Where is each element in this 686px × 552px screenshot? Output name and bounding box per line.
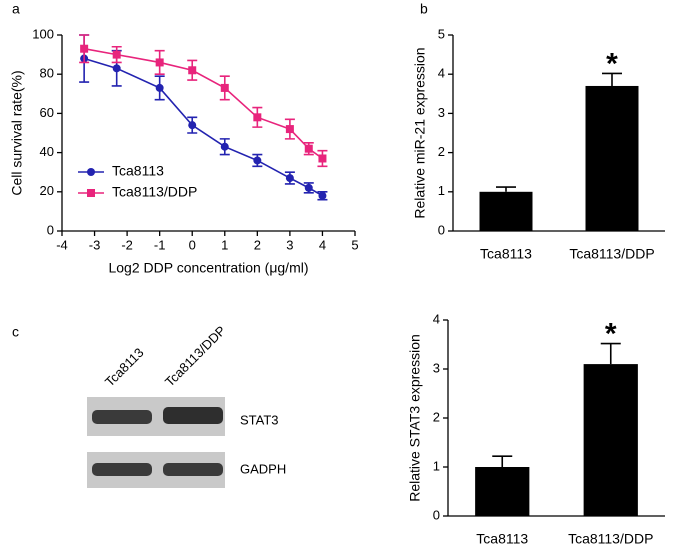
marker bbox=[318, 191, 327, 200]
legend-label: Tca8113/DDP bbox=[112, 184, 197, 200]
legend-marker bbox=[87, 189, 95, 197]
band-label: STAT3 bbox=[240, 412, 279, 427]
bar bbox=[583, 364, 638, 516]
marker bbox=[188, 121, 197, 130]
blot-band bbox=[163, 407, 223, 424]
marker bbox=[220, 142, 229, 151]
panel-label: a bbox=[12, 1, 20, 17]
panel-label: b bbox=[420, 1, 428, 17]
y-tick-label: 2 bbox=[433, 409, 440, 424]
marker bbox=[285, 125, 294, 134]
y-tick-label: 2 bbox=[438, 144, 445, 159]
x-tick-label: Tca8113 bbox=[476, 531, 528, 547]
x-tick-label: 0 bbox=[189, 237, 196, 252]
bar bbox=[585, 85, 639, 232]
marker bbox=[155, 58, 164, 67]
y-tick-label: 0 bbox=[47, 222, 54, 237]
error-bar bbox=[496, 186, 516, 192]
band-label: GADPH bbox=[240, 461, 286, 476]
blot-band bbox=[163, 463, 223, 476]
x-tick-label: -3 bbox=[89, 237, 101, 252]
lane-label: Tca8113 bbox=[102, 345, 147, 390]
marker bbox=[112, 64, 121, 73]
x-axis-label: Log2 DDP concentration (μg/ml) bbox=[108, 260, 308, 276]
y-tick-label: 60 bbox=[40, 105, 54, 120]
marker bbox=[304, 144, 313, 153]
marker bbox=[304, 183, 313, 192]
y-tick-label: 40 bbox=[40, 144, 54, 159]
y-tick-label: 4 bbox=[438, 66, 445, 81]
x-tick-label: 4 bbox=[319, 237, 326, 252]
x-tick-label: Tca8113/DDP bbox=[569, 246, 654, 262]
panel-label: c bbox=[12, 324, 19, 340]
x-tick-label: -2 bbox=[121, 237, 133, 252]
x-tick-label: Tca8113/DDP bbox=[568, 531, 653, 547]
y-axis-label: Relative miR-21 expression bbox=[412, 47, 428, 218]
marker bbox=[155, 83, 164, 92]
x-tick-label: Tca8113 bbox=[480, 246, 532, 262]
y-tick-label: 20 bbox=[40, 183, 54, 198]
x-tick-label: -4 bbox=[56, 237, 68, 252]
error-bar bbox=[492, 455, 513, 467]
x-tick-label: 3 bbox=[286, 237, 293, 252]
x-tick-label: 5 bbox=[351, 237, 358, 252]
y-tick-label: 5 bbox=[438, 26, 445, 41]
marker bbox=[220, 83, 229, 92]
marker bbox=[253, 113, 262, 122]
y-axis-label: Cell survival rate(%) bbox=[9, 70, 25, 195]
marker bbox=[318, 154, 327, 163]
x-tick-label: 2 bbox=[254, 237, 261, 252]
series-line bbox=[83, 47, 323, 160]
x-tick-label: 1 bbox=[221, 237, 228, 252]
blot-band bbox=[92, 410, 152, 424]
y-tick-label: 0 bbox=[433, 507, 440, 522]
y-tick-label: 1 bbox=[438, 183, 445, 198]
marker bbox=[112, 50, 121, 59]
y-tick-label: 80 bbox=[40, 66, 54, 81]
y-tick-label: 1 bbox=[433, 458, 440, 473]
bar bbox=[479, 191, 533, 231]
legend-label: Tca8113 bbox=[112, 163, 164, 179]
y-tick-label: 0 bbox=[438, 222, 445, 237]
annotation: * bbox=[605, 317, 617, 350]
marker bbox=[285, 174, 294, 183]
legend-marker bbox=[87, 168, 95, 176]
marker bbox=[80, 44, 89, 53]
marker bbox=[253, 156, 262, 165]
error-bar bbox=[602, 72, 622, 86]
y-tick-label: 100 bbox=[32, 26, 54, 41]
x-tick-label: -1 bbox=[154, 237, 166, 252]
marker bbox=[188, 66, 197, 75]
blot-band bbox=[92, 463, 152, 476]
y-tick-label: 3 bbox=[433, 360, 440, 375]
y-tick-label: 3 bbox=[438, 105, 445, 120]
y-axis-label: Relative STAT3 expression bbox=[407, 334, 423, 502]
annotation: * bbox=[606, 47, 618, 80]
y-tick-label: 4 bbox=[433, 311, 440, 326]
lane-label: Tca8113/DDP bbox=[162, 323, 229, 390]
bar bbox=[475, 467, 530, 516]
error-bar bbox=[600, 342, 621, 365]
